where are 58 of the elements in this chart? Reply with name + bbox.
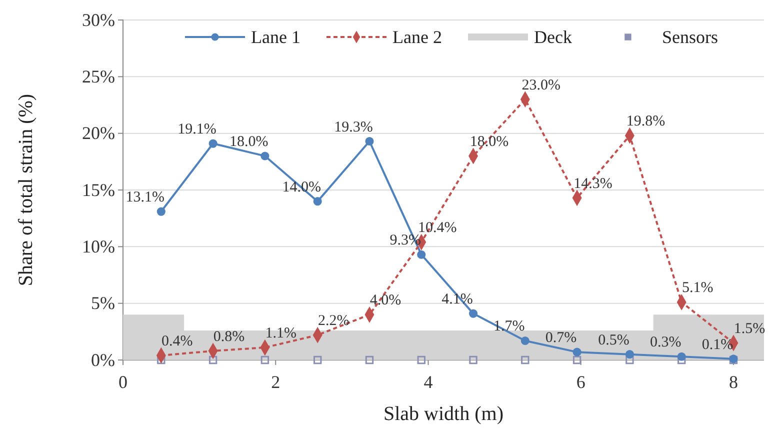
data-label: 18.0%	[470, 134, 509, 150]
data-label: 0.3%	[650, 334, 682, 351]
y-tick-label: 0%	[91, 350, 115, 370]
point	[469, 356, 478, 364]
data-label: 5.1%	[682, 280, 714, 296]
point	[417, 250, 426, 259]
point	[677, 352, 686, 361]
data-label: 19.8%	[626, 114, 666, 130]
point	[520, 336, 530, 346]
point	[365, 356, 374, 364]
x-tick-label: 4	[424, 372, 433, 392]
data-label: 18.0%	[230, 134, 268, 150]
legend-label: Lane 2	[392, 27, 442, 47]
data-label: 1.1%	[265, 326, 297, 342]
y-tick-label: 10%	[82, 236, 115, 256]
data-label: 2.2%	[318, 313, 350, 330]
point	[417, 356, 426, 364]
point	[625, 350, 634, 359]
legend-label: Deck	[534, 27, 572, 47]
legend-label: Lane 1	[251, 27, 300, 47]
data-label: 13.1%	[126, 190, 165, 206]
data-label: 10.4%	[418, 220, 457, 236]
x-axis-title: Slab width (m)	[384, 403, 504, 425]
data-label: 0.7%	[545, 330, 577, 346]
point	[313, 197, 322, 206]
data-label: 0.5%	[598, 332, 630, 348]
point	[260, 152, 270, 160]
point	[208, 356, 218, 364]
point	[313, 356, 322, 364]
point	[365, 136, 374, 146]
data-label: 4.0%	[370, 292, 402, 309]
point	[572, 348, 582, 356]
y-tick-label: 5%	[91, 293, 115, 314]
point	[208, 139, 218, 148]
x-tick-label: 2	[271, 372, 280, 392]
legend-label: Sensors	[662, 27, 718, 47]
data-label: 19.1%	[178, 122, 216, 138]
point	[626, 356, 634, 364]
point	[157, 356, 166, 364]
y-tick-label: 25%	[82, 66, 115, 86]
y-tick-label: 30%	[82, 10, 115, 30]
data-label: 0.4%	[162, 333, 193, 350]
data-label: 0.8%	[213, 328, 245, 345]
point	[260, 356, 270, 364]
point	[572, 356, 582, 364]
data-label: 14.3%	[574, 176, 612, 192]
data-label: 23.0%	[522, 77, 561, 94]
point	[156, 207, 166, 216]
point	[468, 309, 478, 318]
point	[521, 356, 530, 364]
y-axis-title: Share of total strain (%)	[15, 94, 37, 286]
data-label: 1.5%	[734, 321, 766, 337]
y-tick-label: 20%	[82, 123, 115, 144]
x-tick-label: 6	[576, 372, 586, 392]
x-tick-label: 0	[118, 372, 128, 392]
data-label: 19.3%	[334, 119, 373, 136]
x-tick-label: 8	[728, 372, 738, 392]
y-tick-label: 15%	[82, 180, 115, 200]
